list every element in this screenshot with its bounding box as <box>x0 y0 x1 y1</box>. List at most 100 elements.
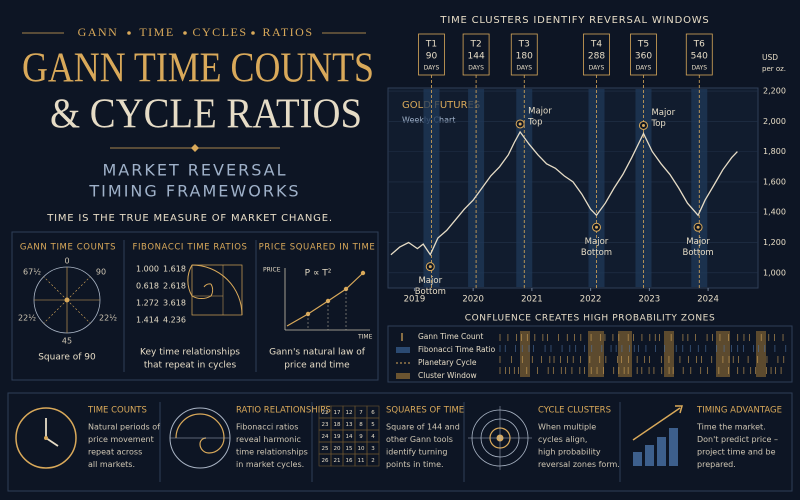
ratio: 1.272 <box>136 299 159 308</box>
y-tick-label: 1,000 <box>763 268 786 277</box>
caption: that repeat in cycles <box>144 361 237 371</box>
x-tick-label: 2023 <box>639 295 661 305</box>
features: 22 17 12 7 6 23 18 13 8 5 24 19 14 9 4 25 20 15 10 3 26 21 16 1… <box>7 392 793 492</box>
caption: Gann's natural law of <box>269 348 366 358</box>
x-tick-label: 2021 <box>521 295 543 305</box>
feature-text: points in time. <box>386 460 444 469</box>
topic: RATIOS <box>262 25 313 39</box>
y-tick-label: 1,400 <box>763 208 786 217</box>
feature-text: Don't predict price – <box>697 435 778 444</box>
angle-label: 0 <box>64 257 69 266</box>
legend-label: Planetary Cycle <box>418 358 477 367</box>
axis-label: TIME <box>357 334 373 341</box>
grid-number: 4 <box>371 434 375 440</box>
ratio: 1.414 <box>136 316 159 325</box>
feature-text: reversal zones form. <box>538 460 620 469</box>
window-box <box>418 33 445 76</box>
feature-text: cycles align, <box>538 435 587 444</box>
window-days: 144 <box>468 52 485 62</box>
grid-number: 22 <box>322 410 329 416</box>
annotation-label: Major <box>528 106 552 116</box>
confluence: CONFLUENCE CREATES HIGH PROBABILITY ZONE… <box>387 314 793 383</box>
unit-label: USD <box>762 53 778 62</box>
feature-text: in market cycles. <box>236 460 304 469</box>
grid-number: 3 <box>371 446 375 452</box>
cluster-window <box>588 331 604 377</box>
y-tick-label: 2,200 <box>763 87 786 96</box>
legend-label: Fibonacci Time Ratio <box>418 345 496 354</box>
spiral <box>187 264 243 316</box>
grid-number: 24 <box>322 434 329 440</box>
clock-icon <box>44 436 48 440</box>
ratio: 0.618 <box>136 282 159 291</box>
annotation-label: Major <box>686 237 710 247</box>
grid-number: 14 <box>346 434 353 440</box>
advantage-icon <box>669 428 678 466</box>
subtitle: MARKET REVERSAL <box>102 161 287 180</box>
angle-label: 67½ <box>23 268 41 277</box>
grid-number: 9 <box>359 434 363 440</box>
square-grid: 22 17 12 7 6 23 18 13 8 5 24 19 14 9 4 25 20 15 10 3 26 21 16 1… <box>318 405 380 467</box>
legend-icon <box>396 373 410 379</box>
topic: CYCLES <box>192 25 247 39</box>
caption: Key time relationships <box>140 348 240 358</box>
annotation-dot <box>696 225 700 229</box>
ratio: 3.618 <box>163 299 186 308</box>
legend-icon <box>396 347 410 353</box>
separator <box>251 31 255 35</box>
feature-text: Fibonacci ratios <box>236 423 298 432</box>
curve-dot <box>360 270 366 276</box>
window-unit: DAYS <box>424 65 440 72</box>
feature-text: When multiple <box>538 423 596 432</box>
feature-text: Natural periods of <box>88 423 160 432</box>
grid-number: 2 <box>371 458 375 464</box>
grid-number: 13 <box>346 422 353 428</box>
cluster-window <box>716 331 730 377</box>
annotation-dot <box>428 265 432 269</box>
panel-title: PRICE SQUARED IN TIME <box>259 243 376 253</box>
spoke <box>43 299 68 324</box>
grid-number: 25 <box>322 446 329 452</box>
window-box <box>685 33 713 76</box>
window-label: T4 <box>590 40 602 50</box>
separator <box>127 31 131 35</box>
grid-number: 15 <box>346 446 353 452</box>
window-label: T3 <box>518 40 530 50</box>
features-frame <box>7 392 793 492</box>
annotation-label: Top <box>527 117 542 127</box>
feature-text: identify turning <box>386 448 447 457</box>
window-label: T1 <box>425 40 437 50</box>
annotation-label: Major <box>418 276 442 286</box>
grid-number: 19 <box>334 434 341 440</box>
topic: TIME <box>139 25 174 39</box>
spoke <box>66 276 91 301</box>
panels: GANN TIME COUNTS FIBONACCI TIME RATIOS P… <box>11 231 379 381</box>
confluence-title: CONFLUENCE CREATES HIGH PROBABILITY ZONE… <box>465 314 716 324</box>
window-unit: DAYS <box>516 65 532 72</box>
formula: P ∝ T² <box>305 269 332 279</box>
angle-label: 90 <box>96 268 106 277</box>
tagline: TIME IS THE TRUE MEASURE OF MARKET CHANG… <box>46 213 333 224</box>
window-days: 540 <box>691 52 708 62</box>
feature-text: other Gann tools <box>386 435 453 444</box>
grid-number: 16 <box>346 458 353 464</box>
angle-label: 22½ <box>99 314 117 323</box>
feature-text: project time and be <box>697 448 776 457</box>
feature-text: time relationships <box>236 448 308 457</box>
grid-number: 10 <box>358 446 365 452</box>
unit-label: per oz. <box>762 65 786 73</box>
annotation-dot <box>594 225 598 229</box>
panel-title: FIBONACCI TIME RATIOS <box>132 243 247 253</box>
clock-icon <box>15 407 77 469</box>
grid-number: 5 <box>371 422 375 428</box>
y-tick-label: 2,000 <box>763 117 786 126</box>
y-tick-label: 1,200 <box>763 238 786 247</box>
separator <box>183 31 187 35</box>
x-tick-label: 2022 <box>580 295 602 305</box>
ratio: 1.000 <box>136 265 159 274</box>
cluster-window <box>520 331 530 377</box>
window-unit: DAYS <box>589 65 605 72</box>
chart: 1,000 1,200 1,400 1,600 1,800 2,000 2,200 2019 2… <box>388 33 786 305</box>
window-unit: DAYS <box>468 65 484 72</box>
